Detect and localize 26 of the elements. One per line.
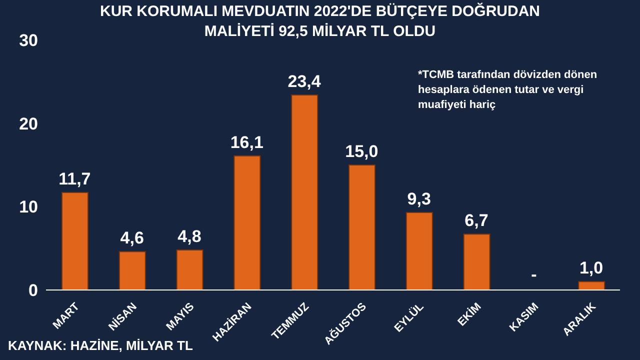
data-label: 15,0 [345,142,378,161]
data-label: 6,7 [464,211,488,230]
bar [348,164,376,290]
data-label: 11,7 [58,170,91,188]
annotation: *TCMB tarafından dövizden dönen hesaplara ödenen tutar ve vergi muafiyeti hariç [418,68,598,113]
chart-title: KUR KORUMALI MEVDUATIN 2022'DE BÜTÇEYE DOĞRUDAN MALİYETİ 92,5 MİLYAR TL OLDU [99,2,541,42]
data-label: 4,6 [120,228,144,248]
bar [62,192,88,290]
bar [578,281,606,290]
data-label: 16,1 [230,132,264,152]
data-label: 4,8 [178,227,202,246]
bar [406,212,433,290]
data-label: 23,4 [288,72,322,91]
bar [118,251,146,290]
y-tick-label: 0 [28,281,38,300]
text: KAYNAK: HAZİNE, MİLYAR TL [8,338,193,353]
data-label: 1,0 [579,258,604,278]
y-tick-label: 10 [19,198,38,217]
text: - [531,265,537,284]
bar [176,250,204,290]
data-label: 9,3 [407,190,431,208]
bar [463,234,490,290]
bar [291,94,318,290]
y-tick-label: 30 [19,31,38,50]
bar [234,155,261,290]
y-tick-label: 20 [19,114,38,134]
